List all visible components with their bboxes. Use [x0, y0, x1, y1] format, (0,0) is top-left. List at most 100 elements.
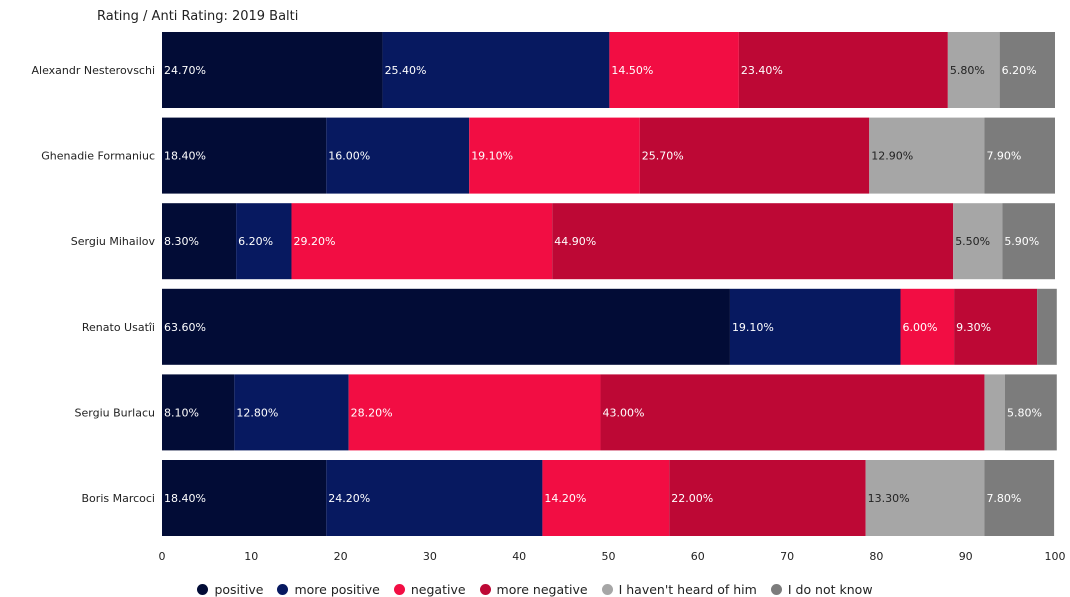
data-label: 16.00%	[328, 150, 370, 163]
data-label: 18.40%	[164, 492, 206, 505]
bar-segment	[1004, 374, 1057, 451]
data-label: 18.40%	[164, 150, 206, 163]
bar-segment	[162, 117, 327, 194]
bar-segment	[1037, 288, 1057, 365]
legend-swatch	[197, 584, 209, 595]
bar-segment	[326, 117, 470, 194]
bar-segment	[291, 203, 553, 280]
data-label: 19.10%	[471, 150, 513, 163]
x-tick-label: 10	[244, 550, 258, 563]
bar-segment	[738, 32, 948, 108]
legend-swatch	[277, 584, 289, 595]
data-label: 43.00%	[602, 406, 644, 419]
data-label: 24.20%	[328, 492, 370, 505]
bar-segment	[999, 32, 1055, 108]
legend-label: more negative	[496, 582, 588, 597]
data-label: 7.80%	[986, 492, 1021, 505]
data-label: 6.00%	[903, 321, 938, 334]
bar-segment	[984, 374, 1005, 451]
legend-item: I do not know	[770, 582, 873, 597]
chart-title: Rating / Anti Rating: 2019 Balti	[97, 9, 299, 24]
x-tick-label: 80	[869, 550, 883, 563]
legend-label: negative	[410, 582, 466, 597]
category-label: Boris Marcoci	[82, 492, 155, 505]
bar-segment	[162, 288, 730, 365]
data-label: 25.40%	[385, 64, 427, 77]
legend-label: more positive	[294, 582, 380, 597]
bar-segment	[234, 374, 349, 451]
data-label: 29.20%	[293, 235, 335, 248]
data-label: 6.20%	[238, 235, 273, 248]
x-tick-label: 50	[602, 550, 616, 563]
legend-item: more negative	[479, 582, 588, 597]
bar-segment	[382, 32, 610, 108]
x-tick-label: 0	[159, 550, 166, 563]
category-label: Alexandr Nesterovschi	[31, 64, 155, 77]
bar-segment	[609, 32, 739, 108]
bar-segment	[869, 117, 985, 194]
data-label: 25.70%	[642, 150, 684, 163]
x-tick-label: 40	[512, 550, 526, 563]
data-label: 5.80%	[950, 64, 985, 77]
bar-segment	[162, 374, 235, 451]
bar-segment	[639, 117, 870, 194]
bar-segment	[236, 203, 292, 280]
bar-segment	[162, 203, 237, 280]
legend-swatch	[479, 584, 491, 595]
bar-segment	[669, 460, 866, 536]
bar-segment	[326, 460, 543, 536]
data-label: 7.90%	[986, 150, 1021, 163]
data-label: 22.00%	[671, 492, 713, 505]
data-label: 8.30%	[164, 235, 199, 248]
data-label: 5.90%	[1004, 235, 1039, 248]
data-label: 13.30%	[868, 492, 910, 505]
legend-item: I haven't heard of him	[601, 582, 757, 597]
bar-segment	[162, 460, 327, 536]
bar-segment	[954, 288, 1038, 365]
data-label: 5.50%	[955, 235, 990, 248]
data-label: 19.10%	[732, 321, 774, 334]
legend-item: positive	[197, 582, 263, 597]
bar-segment	[900, 288, 955, 365]
category-label: Renato Usatîi	[82, 321, 155, 334]
bar-segment	[600, 374, 985, 451]
legend-item: more positive	[277, 582, 380, 597]
data-label: 9.30%	[956, 321, 991, 334]
data-label: 23.40%	[741, 64, 783, 77]
bar-segment	[469, 117, 640, 194]
data-label: 28.20%	[351, 406, 393, 419]
legend-label: positive	[214, 582, 264, 597]
category-label: Ghenadie Formaniuc	[41, 150, 155, 163]
legend-swatch	[770, 584, 782, 595]
data-label: 14.20%	[544, 492, 586, 505]
x-tick-label: 100	[1045, 550, 1066, 563]
bar-segment	[729, 288, 901, 365]
bar-segment	[348, 374, 601, 451]
bar-segment	[984, 117, 1055, 194]
legend-label: I do not know	[787, 582, 873, 597]
bar-segment	[953, 203, 1003, 280]
data-label: 44.90%	[554, 235, 596, 248]
bar-segment	[947, 32, 1000, 108]
legend-swatch	[393, 584, 405, 595]
data-label: 24.70%	[164, 64, 206, 77]
x-tick-label: 20	[334, 550, 348, 563]
category-label: Sergiu Mihailov	[71, 235, 156, 248]
data-label: 14.50%	[611, 64, 653, 77]
data-label: 63.60%	[164, 321, 206, 334]
category-label: Sergiu Burlacu	[75, 406, 155, 419]
legend-item: negative	[393, 582, 466, 597]
bar-segment	[1002, 203, 1055, 280]
x-tick-label: 60	[691, 550, 705, 563]
data-label: 12.90%	[871, 150, 913, 163]
data-label: 12.80%	[236, 406, 278, 419]
legend-swatch	[601, 584, 613, 595]
data-label: 8.10%	[164, 406, 199, 419]
bar-segment	[984, 460, 1055, 536]
x-tick-label: 70	[780, 550, 794, 563]
chart-legend: positive more positive negative more negati…	[0, 582, 1070, 597]
legend-label: I haven't heard of him	[618, 582, 757, 597]
x-tick-label: 30	[423, 550, 437, 563]
bar-segment	[865, 460, 985, 536]
